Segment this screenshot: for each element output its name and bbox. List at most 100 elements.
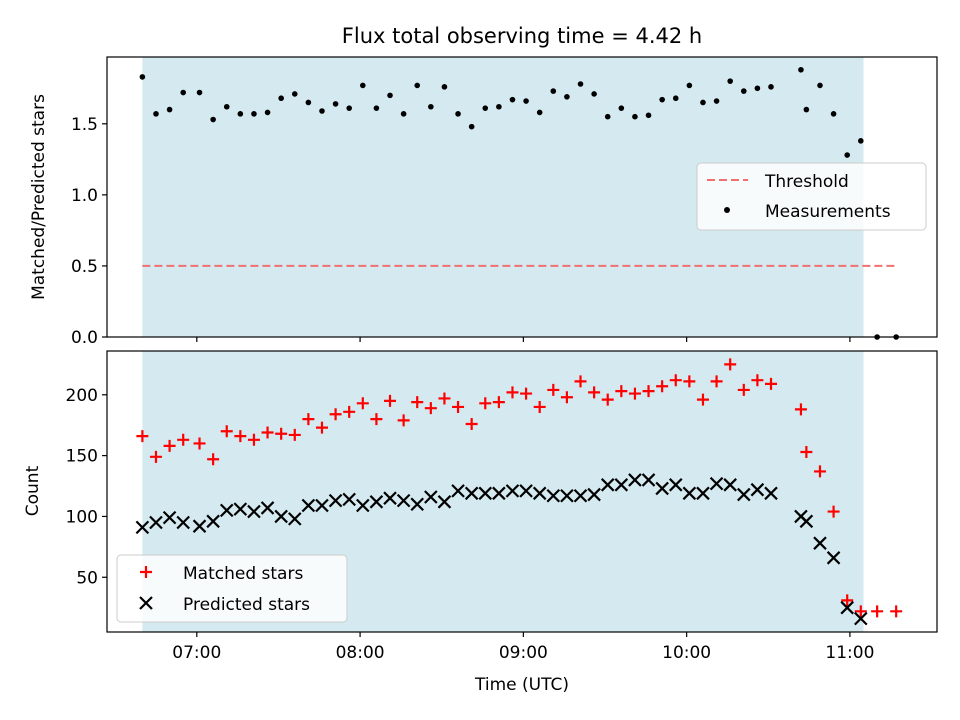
matched-stars-point <box>288 428 301 441</box>
x-tick-label: 07:00 <box>172 643 221 663</box>
measurement-point <box>482 105 489 111</box>
measurement-point <box>346 105 352 111</box>
predicted-stars-point <box>723 478 737 492</box>
measurement-point <box>210 116 216 123</box>
matched-stars-point <box>800 445 813 458</box>
measurement-point <box>727 78 733 84</box>
matched-stars-point <box>533 400 546 413</box>
predicted-stars-point <box>192 519 207 533</box>
matched-stars-point <box>149 450 162 463</box>
top-legend: Threshold Measurements <box>696 162 927 231</box>
predicted-stars-point <box>614 478 629 492</box>
y-tick-label: 0.0 <box>71 328 98 348</box>
measurement-point <box>387 92 393 99</box>
measurement-point <box>591 91 597 97</box>
measurement-point <box>550 88 557 94</box>
matched-stars-point <box>615 385 628 398</box>
measurement-point <box>319 108 325 114</box>
measurement-point <box>858 138 864 144</box>
matched-stars-point <box>302 413 315 426</box>
measurement-point <box>672 95 679 102</box>
measurement-point <box>713 98 720 104</box>
predicted-stars-point <box>519 484 533 498</box>
bottom-x-ticks: 07:00 08:00 09:00 10:00 11:00 <box>172 632 874 663</box>
matched-stars-point <box>424 402 437 415</box>
predicted-stars-point <box>383 491 397 505</box>
predicted-stars-point <box>764 486 778 501</box>
predicted-stars-point <box>668 478 683 492</box>
predicted-stars-point <box>492 486 506 501</box>
measurement-point <box>278 95 284 102</box>
measurement-point <box>686 82 693 89</box>
matched-stars-point <box>370 413 383 426</box>
measurement-point <box>509 96 516 103</box>
measurement-point <box>414 82 421 89</box>
top-y-ticks: 0.0 0.5 1.0 1.5 <box>71 115 107 348</box>
matched-stars-point <box>560 391 573 404</box>
y-tick-label: 0.5 <box>71 257 98 277</box>
matched-stars-point <box>628 387 641 400</box>
chart-title: Flux total observing time = 4.42 h <box>342 24 702 48</box>
matched-stars-point <box>136 430 149 443</box>
measurement-point <box>264 109 271 116</box>
matched-stars-point <box>207 453 220 466</box>
matched-stars-point <box>751 374 764 387</box>
matched-stars-point <box>329 408 342 421</box>
legend-measurements: Measurements <box>765 202 891 222</box>
bottom-panel: 50 100 150 200 07:00 08:00 09:00 10:00 11:00 Co… <box>23 350 938 695</box>
matched-stars-point <box>465 417 478 430</box>
matched-stars-point <box>275 427 288 440</box>
matched-stars-point <box>724 358 737 371</box>
matched-stars-point <box>813 465 826 478</box>
predicted-stars-point <box>424 490 438 504</box>
predicted-stars-point <box>750 482 765 497</box>
matched-stars-point <box>871 605 884 618</box>
predicted-stars-point <box>162 510 177 525</box>
y-tick-label: 100 <box>66 507 98 527</box>
y-tick-label: 150 <box>66 447 98 467</box>
predicted-stars-point <box>135 520 150 535</box>
predicted-stars-point <box>682 486 697 501</box>
matched-stars-point <box>397 414 410 427</box>
matched-stars-point <box>547 383 560 396</box>
measurement-point <box>153 111 159 117</box>
measurement-point <box>844 152 850 158</box>
predicted-legend-swatch <box>139 596 153 610</box>
predicted-stars-point <box>410 497 425 512</box>
x-tick-label: 11:00 <box>825 643 874 663</box>
y-tick-label: 1.5 <box>71 115 98 135</box>
predicted-stars-point <box>149 515 163 530</box>
predicted-stars-point <box>247 504 261 519</box>
matched-stars-point <box>384 394 397 407</box>
predicted-stars-point <box>369 495 384 509</box>
measurement-point <box>251 111 257 117</box>
predicted-stars-point <box>451 484 465 498</box>
matched-stars-point <box>234 430 247 443</box>
measurement-point <box>428 103 434 110</box>
top-x-ticks <box>196 337 851 342</box>
matched-stars-point <box>588 386 601 399</box>
measurement-point <box>523 98 529 104</box>
measurements-legend-swatch <box>724 207 730 213</box>
matched-stars-point <box>247 433 260 446</box>
measurement-point <box>223 103 230 110</box>
measurement-point <box>139 74 146 80</box>
predicted-stars-point <box>560 488 574 503</box>
matched-stars-point <box>574 375 587 388</box>
matched-stars-point <box>479 397 492 410</box>
measurement-point <box>830 111 837 117</box>
measurement-point <box>468 123 475 130</box>
matched-stars-point <box>669 374 682 387</box>
predicted-stars-point <box>573 488 588 503</box>
measurement-point <box>798 66 804 73</box>
bottom-axes-frame <box>106 350 938 633</box>
measurement-point <box>564 93 570 100</box>
predicted-stars-point <box>587 487 601 502</box>
measurement-point <box>817 82 823 89</box>
predicted-stars-point <box>737 487 751 502</box>
matched-stars-point <box>177 433 190 446</box>
matched-stars-point <box>854 605 867 618</box>
predicted-stars-point <box>628 473 642 487</box>
matched-stars-point <box>890 605 903 618</box>
top-panel: Flux total observing time = 4.42 h 0.0 0.… <box>29 24 938 348</box>
